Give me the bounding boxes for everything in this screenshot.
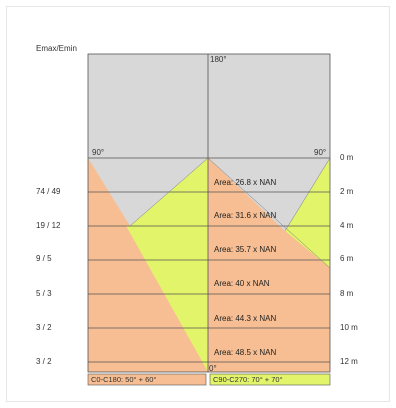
angle-top-label: 180° [210,55,227,64]
yellow-right-fill [285,158,330,268]
ratio-label: 19 / 12 [36,221,61,230]
ratio-label: 5 / 3 [36,289,52,298]
diagram-border [87,53,331,373]
legend-c0-c180-label: C0-C180: 50° + 60° [91,375,157,384]
distance-label: 2 m [340,187,354,196]
area-label: Area: 26.8 x NAN [214,178,277,187]
upper-region [88,54,330,158]
angle-left-label: 90° [92,148,105,157]
ratio-column-title: Emax/Emin [36,44,77,53]
legend-c0-c180-box [87,373,207,386]
area-label: Area: 35.7 x NAN [214,245,277,254]
distance-zero-label: 0 m [340,153,354,162]
area-label: Area: 31.6 x NAN [214,211,277,220]
edge-c0-right [207,157,331,269]
angle-right-label: 90° [314,148,327,157]
edge-c90-right [284,157,331,232]
ratio-label: 74 / 49 [36,187,61,196]
distance-grid [88,191,330,363]
area-label: Area: 48.5 x NAN [214,348,277,357]
ratio-label: 3 / 2 [36,323,52,332]
distance-label: 8 m [340,289,354,298]
cone-c0-c180-right [208,158,330,372]
gray-triangle-right [208,158,330,231]
area-label: Area: 40 x NAN [214,279,270,288]
area-label: Area: 44.3 x NAN [214,314,277,323]
ratio-label: 9 / 5 [36,254,52,263]
distance-label: 6 m [340,254,354,263]
distance-label: 12 m [340,357,358,366]
distance-label: 4 m [340,221,354,230]
legend-c90-c270-box [209,373,331,386]
edge-c0-left [129,157,209,227]
angle-bottom-label: 0° [209,364,217,373]
legend-c90-c270-label: C90-C270: 70° + 70° [213,375,283,384]
distance-label: 10 m [340,323,358,332]
ratio-label: 3 / 2 [36,357,52,366]
